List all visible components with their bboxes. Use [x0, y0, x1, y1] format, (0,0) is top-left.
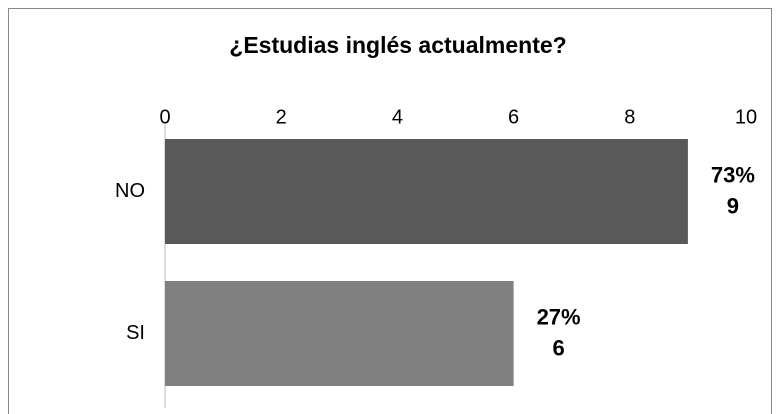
value-label: 6 — [552, 335, 564, 360]
x-tick-label: 4 — [392, 106, 403, 128]
category-label: SI — [126, 322, 145, 344]
chart-title: ¿Estudias inglés actualmente? — [229, 32, 566, 58]
bar — [165, 281, 514, 386]
percent-label: 73% — [711, 162, 755, 187]
x-tick-label: 0 — [159, 106, 170, 128]
x-tick-label: 6 — [508, 106, 519, 128]
category-label: NO — [115, 180, 145, 202]
x-tick-label: 10 — [735, 106, 757, 128]
x-tick-label: 2 — [276, 106, 287, 128]
percent-label: 27% — [537, 304, 581, 329]
chart-frame — [8, 8, 772, 414]
value-label: 9 — [727, 193, 739, 218]
bar — [165, 139, 688, 244]
x-tick-label: 8 — [624, 106, 635, 128]
